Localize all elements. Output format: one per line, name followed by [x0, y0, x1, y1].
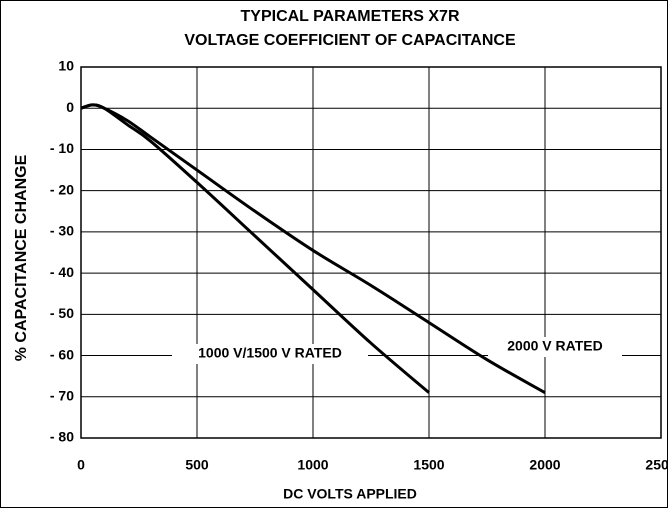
y-tick-label: - 10 [50, 140, 74, 156]
x-axis-label: DC VOLTS APPLIED [283, 486, 417, 502]
y-tick-label: - 20 [50, 181, 74, 197]
chart-subtitle: VOLTAGE COEFFICIENT OF CAPACITANCE [184, 32, 516, 49]
y-tick-label: - 70 [50, 387, 74, 403]
y-tick-label: - 60 [50, 346, 74, 362]
label-background [488, 337, 622, 357]
y-tick-label: - 80 [50, 429, 74, 445]
series-label: 2000 V RATED [507, 338, 602, 354]
label-background [172, 344, 368, 364]
series-line [80, 103, 546, 394]
y-tick-label: 10 [58, 58, 74, 74]
y-tick-label: - 50 [50, 305, 74, 321]
y-tick-label: 0 [66, 99, 74, 115]
y-axis-label: % CAPACITANCE CHANGE [13, 154, 30, 361]
x-tick-label: 2000 [529, 457, 560, 473]
x-tick-label: 500 [185, 457, 209, 473]
plot-area [80, 66, 662, 439]
series-label: 1000 V/1500 V RATED [198, 345, 342, 361]
x-tick-label: 0 [77, 457, 85, 473]
y-tick-label: - 30 [50, 223, 74, 239]
chart-title: TYPICAL PARAMETERS X7R [241, 8, 460, 25]
y-tick-label: - 40 [50, 264, 74, 280]
x-tick-label: 2500 [645, 457, 668, 473]
x-tick-label: 1500 [413, 457, 444, 473]
x-tick-label: 1000 [297, 457, 328, 473]
